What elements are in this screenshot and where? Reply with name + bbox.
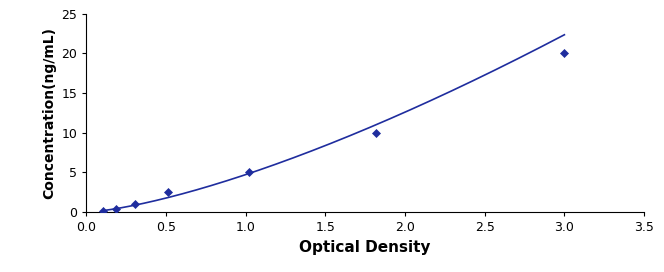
Y-axis label: Concentration(ng/mL): Concentration(ng/mL) xyxy=(42,27,56,199)
X-axis label: Optical Density: Optical Density xyxy=(299,240,431,255)
